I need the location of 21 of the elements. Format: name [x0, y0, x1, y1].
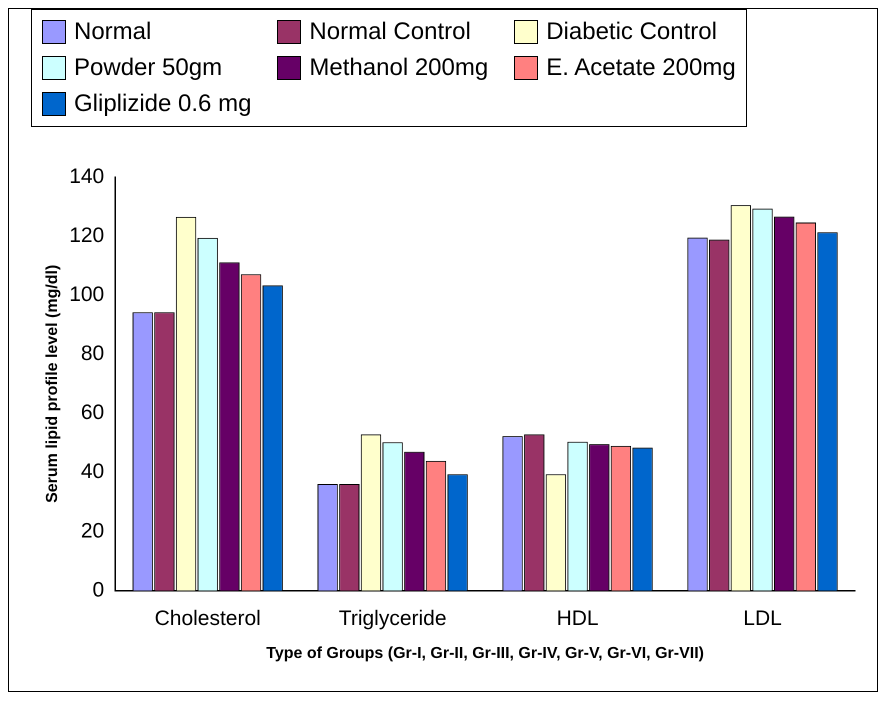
y-tick-label: 20: [80, 519, 104, 542]
legend-label: Diabetic Control: [546, 18, 717, 46]
y-tick-label: 140: [69, 164, 104, 188]
y-tick-label: 120: [69, 224, 104, 247]
legend-label: Powder 50gm: [74, 54, 222, 82]
x-tick-label: LDL: [743, 606, 782, 630]
y-tick-label: 80: [80, 342, 104, 366]
legend-label: E. Acetate 200mg: [546, 54, 736, 82]
legend-label: Gliplizide 0.6 mg: [74, 90, 252, 118]
y-axis-title: Serum lipid profile level (mg/dl): [44, 264, 62, 503]
legend-label: Normal Control: [309, 18, 471, 46]
x-tick-label: HDL: [556, 606, 599, 630]
y-tick-label: 0: [92, 578, 104, 602]
x-tick-label: Triglyceride: [338, 606, 447, 630]
y-tick-label: 60: [80, 401, 104, 424]
y-tick-label: 100: [69, 282, 104, 306]
x-tick-label: Cholesterol: [154, 606, 261, 630]
legend-label: Normal: [74, 18, 152, 46]
y-tick-label: 40: [80, 460, 104, 484]
x-axis-title: Type of Groups (Gr-I, Gr-II, Gr-III, Gr-IV, Gr-V, Gr-VI, Gr-VII): [266, 644, 704, 662]
legend-label: Methanol 200mg: [309, 54, 488, 82]
